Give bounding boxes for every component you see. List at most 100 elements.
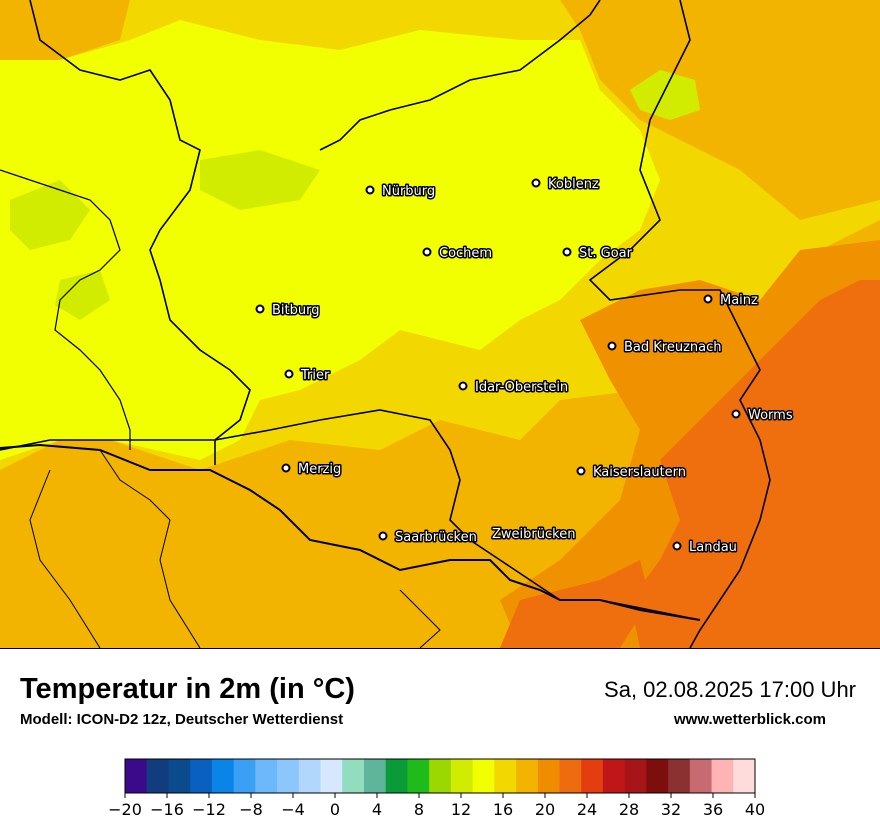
city-idar-oberstein: Idar-Oberstein bbox=[458, 379, 570, 397]
scale-swatch bbox=[233, 759, 256, 793]
city-label: Landau bbox=[689, 540, 737, 555]
city-label: Saarbrücken bbox=[395, 530, 477, 545]
city-mainz: Mainz bbox=[703, 292, 760, 310]
scale-swatch bbox=[407, 759, 430, 793]
city-kaiserslautern: Kaiserslautern bbox=[576, 464, 688, 482]
city-label: Trier bbox=[300, 368, 330, 383]
scale-swatch bbox=[711, 759, 734, 793]
city-label: Kaiserslautern bbox=[593, 465, 686, 480]
scale-swatch bbox=[168, 759, 191, 793]
city-dot-icon bbox=[378, 531, 388, 541]
city-dot-icon bbox=[562, 247, 572, 257]
city-dot-icon bbox=[458, 381, 468, 391]
scale-tick-label: 16 bbox=[493, 800, 513, 819]
zone-24-26-rhine bbox=[630, 280, 880, 648]
city-label: Idar-Oberstein bbox=[475, 380, 568, 395]
scale-tick-label: 28 bbox=[619, 800, 639, 819]
city-label: St. Goar bbox=[579, 246, 633, 261]
temperature-map: Nürburg Koblenz Cochem St. Goar Mainz Bitburg… bbox=[0, 0, 880, 648]
city-st-goar: St. Goar bbox=[562, 245, 634, 263]
district-border-southeast bbox=[399, 589, 441, 648]
city-label: Zweibrücken bbox=[492, 527, 575, 542]
scale-tick-label: −16 bbox=[150, 800, 184, 819]
city-bad-kreuznach: Bad Kreuznach bbox=[607, 339, 723, 357]
city-label: Mainz bbox=[720, 293, 758, 308]
scale-tick-label: −12 bbox=[192, 800, 226, 819]
model-subtitle: Modell: ICON-D2 12z, Deutscher Wetterdie… bbox=[20, 711, 344, 728]
city-label: Koblenz bbox=[548, 177, 599, 192]
scale-swatch bbox=[559, 759, 582, 793]
city-dot-icon bbox=[255, 304, 265, 314]
scale-swatch bbox=[211, 759, 235, 793]
city-dot-icon bbox=[531, 178, 541, 188]
city-cochem: Cochem bbox=[422, 245, 494, 263]
scale-tick-label: 0 bbox=[330, 800, 340, 819]
city-dot-icon bbox=[281, 463, 291, 473]
scale-swatch bbox=[668, 759, 691, 793]
scale-tick-label: 20 bbox=[535, 800, 555, 819]
map-title: Temperatur in 2m (in °C) bbox=[20, 673, 355, 705]
forecast-datetime: Sa, 02.08.2025 17:00 Uhr bbox=[604, 677, 856, 702]
zone-14-16-center bbox=[200, 150, 320, 210]
city-markers: Nürburg Koblenz Cochem St. Goar Mainz Bitburg… bbox=[255, 176, 794, 557]
scale-swatch bbox=[494, 759, 517, 793]
zone-14-16-west bbox=[10, 180, 90, 250]
city-n-rburg: Nürburg bbox=[365, 183, 437, 201]
scale-tick-label: −20 bbox=[108, 800, 142, 819]
scale-swatch bbox=[190, 759, 213, 793]
scale-swatch bbox=[689, 759, 713, 793]
city-label: Merzig bbox=[298, 462, 341, 477]
city-merzig: Merzig bbox=[281, 461, 343, 479]
city-label: Bad Kreuznach bbox=[624, 340, 722, 355]
scale-tick-label: 4 bbox=[372, 800, 382, 819]
city-dot-icon bbox=[422, 247, 432, 257]
scale-swatch bbox=[472, 759, 495, 793]
city-worms: Worms bbox=[731, 407, 794, 425]
lux-border bbox=[0, 169, 131, 450]
scale-swatch bbox=[146, 759, 169, 793]
scale-tick-label: 8 bbox=[414, 800, 424, 819]
zone-24-26-south bbox=[500, 560, 650, 648]
zone-20-22-north bbox=[560, 0, 880, 220]
scale-swatch bbox=[733, 759, 756, 793]
city-dot-icon bbox=[365, 185, 375, 195]
city-label: Cochem bbox=[439, 246, 492, 261]
scale-swatch bbox=[298, 759, 322, 793]
city-dot-icon bbox=[672, 541, 682, 551]
zone-20-22-west bbox=[0, 0, 130, 60]
scale-swatch bbox=[624, 759, 647, 793]
city-label: Bitburg bbox=[272, 303, 320, 318]
scale-swatch bbox=[277, 759, 300, 793]
scale-swatch bbox=[125, 759, 148, 793]
city-dot-icon bbox=[284, 369, 294, 379]
city-label: Nürburg bbox=[382, 184, 435, 199]
country-border bbox=[0, 443, 701, 621]
scale-swatch bbox=[537, 759, 560, 793]
scale-swatch bbox=[646, 759, 669, 793]
city-zweibr-cken: Zweibrücken bbox=[491, 526, 577, 544]
city-dot-icon bbox=[731, 409, 741, 419]
website-link[interactable]: www.wetterblick.com bbox=[674, 711, 826, 728]
city-dot-icon bbox=[576, 466, 586, 476]
temperature-color-scale: −20 −16 −12 −8 −4 0 4 8 12 16 20 24 28 32 36 40 bbox=[108, 758, 765, 819]
scale-swatch bbox=[320, 759, 343, 793]
zone-14-16-northeast bbox=[630, 70, 700, 120]
city-bitburg: Bitburg bbox=[255, 302, 321, 320]
scale-tick-label: 36 bbox=[703, 800, 723, 819]
scale-swatch bbox=[429, 759, 452, 793]
scale-swatch bbox=[342, 759, 365, 793]
scale-swatch bbox=[450, 759, 474, 793]
city-label: Worms bbox=[748, 408, 793, 423]
city-koblenz: Koblenz bbox=[531, 176, 600, 194]
scale-tick-label: 32 bbox=[661, 800, 681, 819]
scale-swatch bbox=[581, 759, 604, 793]
city-dot-icon bbox=[703, 294, 713, 304]
city-dot-icon bbox=[607, 341, 617, 351]
city-trier: Trier bbox=[284, 367, 331, 385]
scale-frame bbox=[124, 758, 756, 794]
scale-tick-label: 12 bbox=[451, 800, 471, 819]
legend-footer: Temperatur in 2m (in °C) Modell: ICON-D2… bbox=[0, 648, 880, 831]
city-landau: Landau bbox=[672, 539, 738, 557]
zone-14-16-northwest bbox=[55, 270, 110, 320]
scale-swatch bbox=[516, 759, 539, 793]
